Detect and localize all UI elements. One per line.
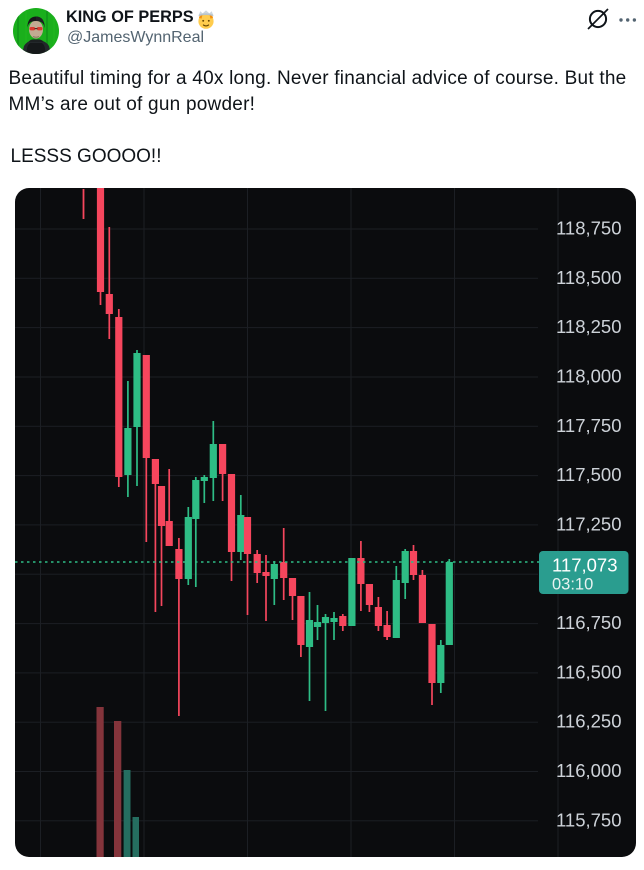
svg-text:117,073: 117,073 [552,555,618,576]
svg-text:118,000: 118,000 [556,366,622,387]
svg-text:116,750: 116,750 [556,612,622,633]
svg-text:117,750: 117,750 [556,415,622,436]
svg-text:116,250: 116,250 [556,711,622,732]
svg-text:118,500: 118,500 [556,267,622,288]
svg-text:117,500: 117,500 [556,464,622,485]
svg-text:118,250: 118,250 [556,316,622,337]
svg-text:116,000: 116,000 [556,760,622,781]
svg-text:116,500: 116,500 [556,661,622,682]
svg-text:118,750: 118,750 [556,218,622,239]
svg-text:117,250: 117,250 [556,513,622,534]
svg-text:03:10: 03:10 [552,576,593,594]
svg-text:115,750: 115,750 [556,809,622,830]
